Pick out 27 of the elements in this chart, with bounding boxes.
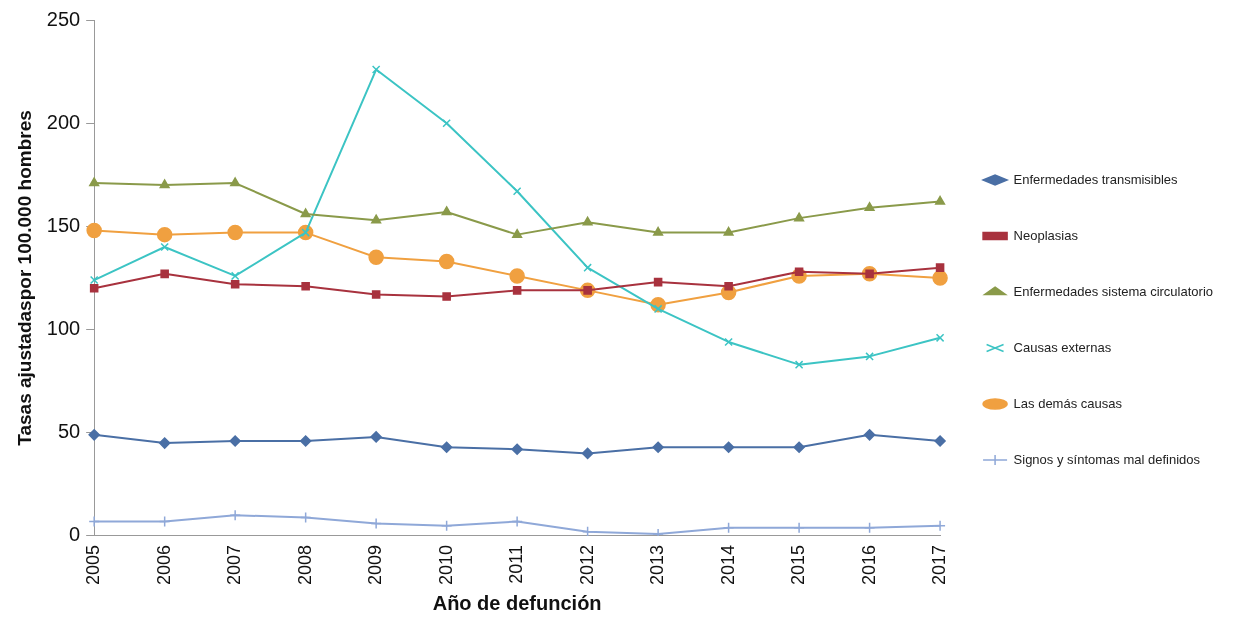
x-tick-label: 2006	[153, 544, 174, 585]
x-tick-label: 2009	[365, 544, 386, 585]
x-tick-label: 2013	[647, 544, 668, 585]
y-tick-label: 200	[46, 110, 81, 133]
y-tick-label: 150	[46, 213, 81, 236]
y-tick-label: 0	[69, 523, 81, 546]
legend-label: Signos y síntomas mal definidos	[1013, 451, 1201, 467]
x-tick-label: 2011	[506, 544, 527, 584]
legend-label: Enfermedades transmisibles	[1013, 171, 1179, 187]
y-tick-label: 50	[57, 420, 81, 443]
x-tick-label: 2016	[858, 544, 879, 585]
x-tick-label: 2008	[294, 544, 315, 585]
legend-label: Neoplasias	[1013, 227, 1079, 243]
legend-label: Las demás causas	[1013, 395, 1123, 411]
x-tick-label: 2005	[83, 544, 104, 585]
x-axis-title: Año de defunción	[432, 591, 602, 614]
y-tick-label: 100	[46, 317, 81, 340]
legend-label: Enfermedades sistema circulatorio	[1013, 283, 1213, 299]
y-axis-title: Tasas ajustadaspor 100.000 hombres	[13, 110, 35, 446]
y-tick-label: 250	[46, 7, 81, 30]
x-tick-label: 2015	[788, 544, 809, 585]
x-tick-label: 2012	[576, 544, 597, 585]
x-tick-label: 2014	[717, 544, 738, 585]
x-tick-label: 2010	[435, 544, 456, 585]
x-tick-label: 2007	[224, 544, 245, 585]
x-tick-label: 2017	[929, 544, 950, 585]
legend-label: Causas externas	[1013, 339, 1112, 355]
